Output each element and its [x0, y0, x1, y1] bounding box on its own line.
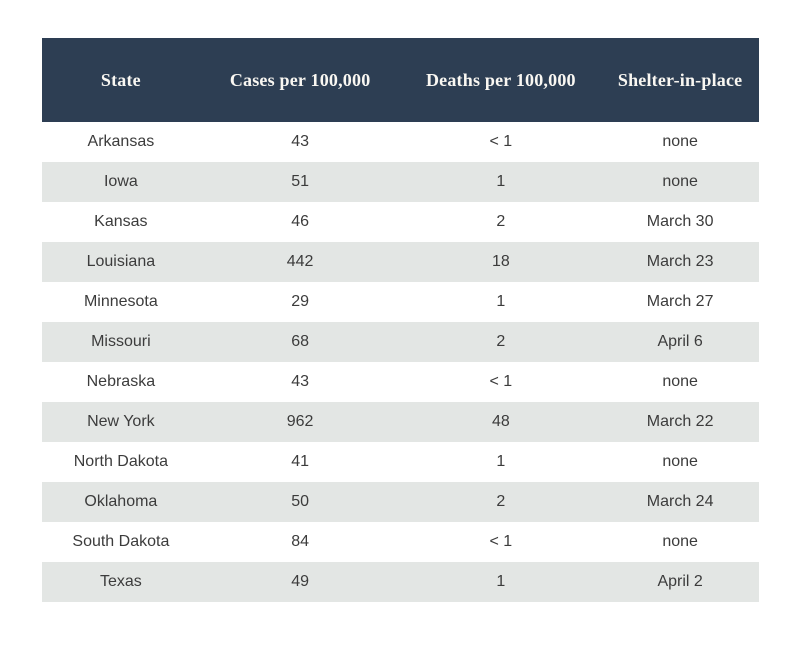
table-row: Nebraska 43 < 1 none	[42, 362, 759, 402]
cell-shelter: none	[601, 442, 759, 482]
cell-cases: 442	[199, 242, 401, 282]
cell-shelter: April 2	[601, 562, 759, 602]
cell-state: Iowa	[42, 162, 200, 202]
cell-state: Nebraska	[42, 362, 200, 402]
cell-state: North Dakota	[42, 442, 200, 482]
table-row: Oklahoma 50 2 March 24	[42, 482, 759, 522]
col-header-deaths: Deaths per 100,000	[400, 38, 602, 122]
cell-cases: 29	[199, 282, 401, 322]
col-header-cases: Cases per 100,000	[199, 38, 401, 122]
table-row: Arkansas 43 < 1 none	[42, 122, 759, 162]
table-row: Louisiana 442 18 March 23	[42, 242, 759, 282]
cell-deaths: 2	[400, 482, 602, 522]
cell-shelter: March 30	[601, 202, 759, 242]
cell-state: New York	[42, 402, 200, 442]
cell-shelter: March 23	[601, 242, 759, 282]
cell-cases: 41	[199, 442, 401, 482]
cell-shelter: none	[601, 362, 759, 402]
cell-shelter: March 22	[601, 402, 759, 442]
cell-deaths: 1	[400, 162, 602, 202]
cell-deaths: 18	[400, 242, 602, 282]
cell-cases: 46	[199, 202, 401, 242]
table-row: Minnesota 29 1 March 27	[42, 282, 759, 322]
cell-state: Oklahoma	[42, 482, 200, 522]
cell-deaths: 1	[400, 282, 602, 322]
cell-state: Minnesota	[42, 282, 200, 322]
cell-cases: 50	[199, 482, 401, 522]
covid-state-table-container: State Cases per 100,000 Deaths per 100,0…	[42, 38, 759, 602]
cell-deaths: 2	[400, 322, 602, 362]
cell-shelter: April 6	[601, 322, 759, 362]
cell-state: Arkansas	[42, 122, 200, 162]
cell-state: Texas	[42, 562, 200, 602]
cell-shelter: none	[601, 162, 759, 202]
cell-deaths: < 1	[400, 122, 602, 162]
table-row: South Dakota 84 < 1 none	[42, 522, 759, 562]
table-row: Iowa 51 1 none	[42, 162, 759, 202]
col-header-state: State	[42, 38, 200, 122]
cell-deaths: 48	[400, 402, 602, 442]
cell-cases: 962	[199, 402, 401, 442]
cell-deaths: 1	[400, 442, 602, 482]
cell-cases: 68	[199, 322, 401, 362]
cell-state: Kansas	[42, 202, 200, 242]
cell-shelter: March 27	[601, 282, 759, 322]
table-row: Kansas 46 2 March 30	[42, 202, 759, 242]
cell-cases: 84	[199, 522, 401, 562]
cell-shelter: March 24	[601, 482, 759, 522]
cell-state: Louisiana	[42, 242, 200, 282]
cell-deaths: 1	[400, 562, 602, 602]
cell-state: South Dakota	[42, 522, 200, 562]
cell-deaths: 2	[400, 202, 602, 242]
covid-state-table: State Cases per 100,000 Deaths per 100,0…	[42, 38, 759, 602]
table-row: North Dakota 41 1 none	[42, 442, 759, 482]
cell-cases: 49	[199, 562, 401, 602]
header-row: State Cases per 100,000 Deaths per 100,0…	[42, 38, 759, 122]
table-header: State Cases per 100,000 Deaths per 100,0…	[42, 38, 759, 122]
cell-shelter: none	[601, 522, 759, 562]
col-header-shelter: Shelter-in-place	[601, 38, 759, 122]
cell-deaths: < 1	[400, 522, 602, 562]
cell-cases: 43	[199, 122, 401, 162]
cell-cases: 43	[199, 362, 401, 402]
table-row: Texas 49 1 April 2	[42, 562, 759, 602]
cell-state: Missouri	[42, 322, 200, 362]
table-body: Arkansas 43 < 1 none Iowa 51 1 none Kans…	[42, 122, 759, 602]
table-row: Missouri 68 2 April 6	[42, 322, 759, 362]
cell-cases: 51	[199, 162, 401, 202]
cell-deaths: < 1	[400, 362, 602, 402]
cell-shelter: none	[601, 122, 759, 162]
table-row: New York 962 48 March 22	[42, 402, 759, 442]
